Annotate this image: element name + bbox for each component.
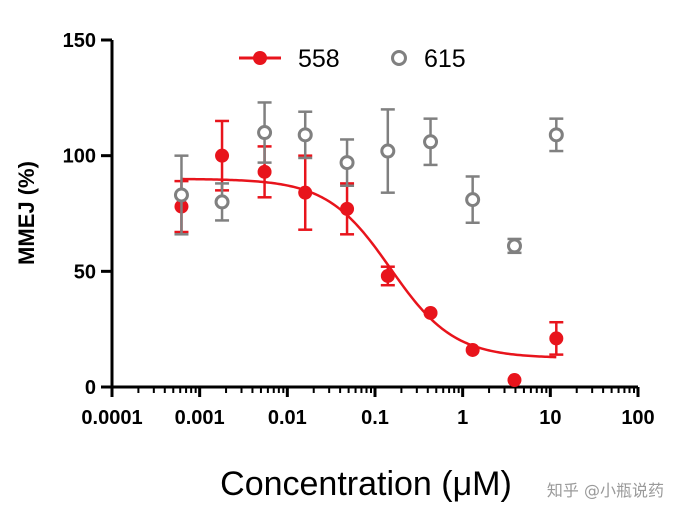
series-558-point [507,373,522,388]
series-615 [173,101,564,255]
series-615-point [339,155,355,171]
x-tick-label: 0.01 [268,407,307,429]
series-558-point [549,331,564,346]
x-tick-label: 100 [621,407,654,429]
y-tick-label: 0 [85,377,96,399]
series-558 [174,119,564,388]
series-615-point [380,143,396,159]
y-tick-label: 100 [63,146,96,168]
series-615-point [465,192,481,208]
series-615-point [423,134,439,150]
series-615-point [506,238,522,254]
y-tick-label: 150 [63,30,96,52]
legend-558-marker [253,51,267,65]
series-558-point [465,342,480,357]
y-tick-label: 50 [74,261,96,283]
ticks: 0.0001 0.001 0.01 0.1 1 10 100 0 50 100 150 [63,30,655,429]
x-tick-label: 1 [457,407,468,429]
series-615-point [548,127,564,143]
legend-615-label: 615 [424,45,466,73]
series-615-point [173,187,189,203]
x-axis-title: Concentration (μM) [220,465,512,503]
x-tick-label: 0.0001 [81,407,142,429]
series-558-fit-curve [181,177,557,359]
points-layer [173,101,564,388]
series-558-point [298,185,313,200]
x-tick-label: 0.001 [175,407,225,429]
x-tick-label: 10 [539,407,561,429]
legend-558-label: 558 [298,45,340,73]
series-615-point [297,127,313,143]
series-558-point [340,201,355,216]
legend-615-marker [391,50,407,66]
y-axis-title: MMEJ (%) [14,161,39,265]
series-615-point [214,194,230,210]
series-558-point [380,268,395,283]
series-558-point [257,164,272,179]
series-558-point [423,305,438,320]
watermark: 知乎 @小瓶说药 [547,481,664,500]
fit-layer [181,177,557,359]
legend: 558 615 [239,45,466,73]
series-615-point [257,125,273,141]
x-tick-label: 0.1 [361,407,389,429]
series-558-point [215,148,230,163]
